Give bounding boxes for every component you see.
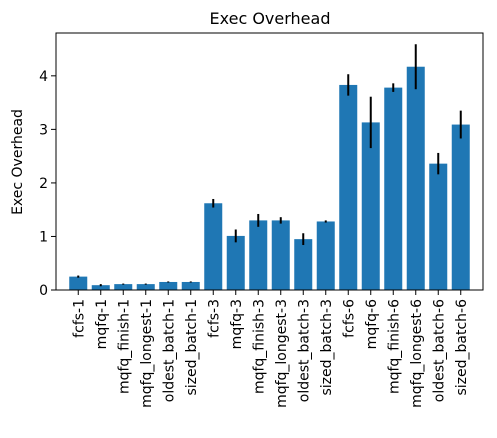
x-tick-label: oldest_batch-3	[296, 299, 312, 402]
x-tick-label: mqfq-6	[364, 299, 380, 349]
bar-mqfq_finish-3	[249, 220, 268, 290]
x-tick-label: fcfs-6	[341, 299, 357, 338]
y-axis: 0 1 2 3 4	[39, 69, 56, 299]
x-tick-label: fcfs-3	[206, 299, 222, 338]
errorbars-group	[77, 44, 462, 287]
x-tick-label: sized_batch-6	[454, 299, 470, 396]
x-tick-label: sized_batch-1	[184, 299, 200, 396]
bar-fcfs-3	[204, 203, 223, 290]
y-tick-label: 3	[39, 122, 48, 138]
bars-group	[69, 66, 470, 290]
x-tick-label: oldest_batch-1	[161, 299, 177, 402]
bar-mqfq-3	[226, 235, 245, 290]
x-tick-label: mqfq_finish-1	[116, 299, 132, 394]
bar-mqfq-6	[361, 122, 380, 290]
x-tick-label: fcfs-1	[71, 299, 87, 338]
x-tick-label: mqfq-3	[229, 299, 245, 349]
y-tick-label: 1	[39, 229, 48, 245]
y-tick-label: 2	[39, 176, 48, 192]
y-tick-label: 4	[39, 69, 48, 85]
bar-oldest_batch-6	[429, 163, 448, 290]
x-tick-label: oldest_batch-6	[431, 299, 447, 402]
bar-mqfq_longest-6	[406, 66, 425, 290]
bar-mqfq_longest-1	[136, 284, 155, 290]
bar-mqfq-1	[91, 285, 110, 290]
y-tick-label: 0	[39, 283, 48, 299]
bar-fcfs-1	[69, 276, 88, 290]
x-tick-label: mqfq_finish-3	[251, 299, 267, 394]
y-axis-label: Exec Overhead	[10, 109, 26, 215]
chart-title: Exec Overhead	[210, 9, 331, 28]
bar-mqfq_finish-1	[114, 284, 133, 290]
bar-mqfq_longest-3	[271, 220, 290, 290]
x-tick-label: mqfq_longest-6	[409, 299, 425, 408]
x-tick-label: mqfq-1	[94, 299, 110, 349]
bar-mqfq_finish-6	[384, 87, 403, 290]
bar-oldest_batch-1	[159, 281, 178, 290]
x-tick-label: sized_batch-3	[319, 299, 335, 396]
bar-sized_batch-3	[316, 221, 335, 290]
x-tick-label: mqfq_longest-1	[139, 299, 155, 408]
bar-sized_batch-6	[451, 124, 470, 290]
bar-oldest_batch-3	[294, 239, 313, 290]
x-tick-label: mqfq_longest-3	[274, 299, 290, 408]
bar-fcfs-6	[339, 84, 358, 290]
bar-sized_batch-1	[181, 281, 200, 290]
x-tick-label: mqfq_finish-6	[386, 299, 402, 394]
x-axis: fcfs-1 mqfq-1 mqfq_finish-1 mqfq_longest-1 o…	[71, 290, 470, 408]
plot-frame	[55, 32, 484, 291]
